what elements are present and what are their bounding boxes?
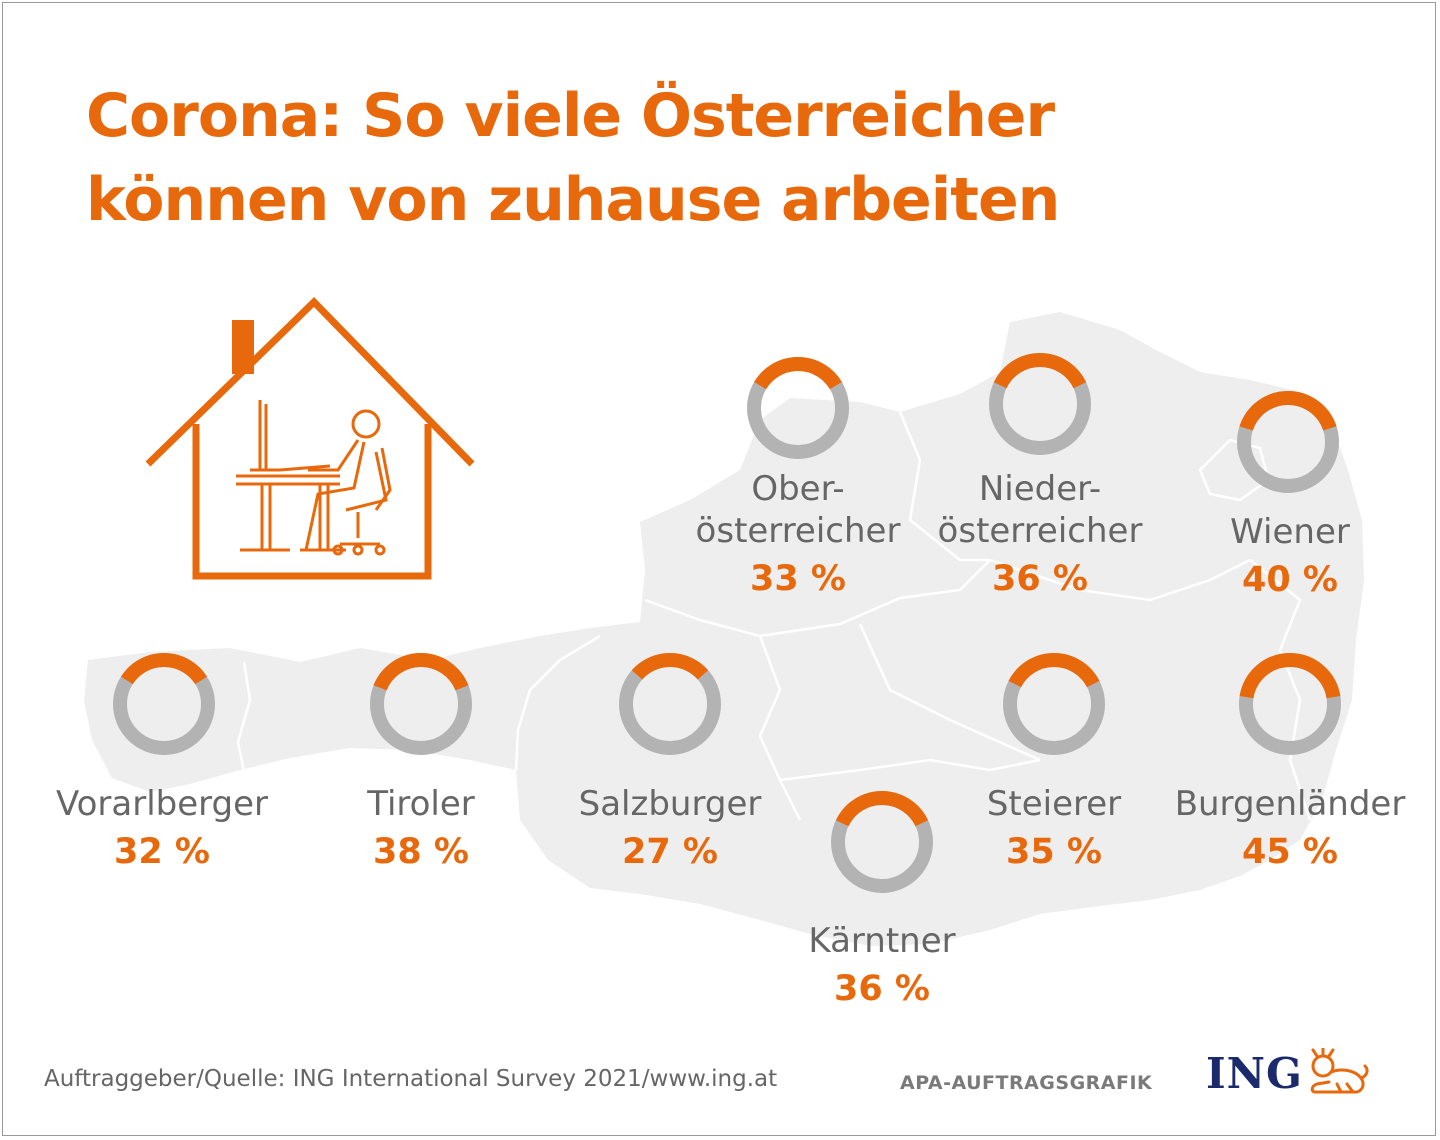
donut-slice-kärntner xyxy=(835,791,929,827)
donut-slice-steierer xyxy=(1008,653,1100,688)
region-label-niederösterreicher: österreicher xyxy=(938,511,1143,551)
map-borders xyxy=(236,411,1312,821)
house-home-office-icon xyxy=(145,297,475,580)
region-label-oberösterreicher: Ober- xyxy=(751,469,844,509)
region-value-kärntner: 36 % xyxy=(834,969,930,1009)
donut-slice-oberösterreicher xyxy=(754,357,842,390)
austria-map-shape xyxy=(84,312,1364,946)
region-value-tiroler: 38 % xyxy=(373,832,469,872)
ing-logo-text: ING xyxy=(1206,1048,1303,1098)
region-value-burgenländer: 45 % xyxy=(1242,832,1338,872)
region-value-steierer: 35 % xyxy=(1006,832,1102,872)
apa-credit: APA-AUFTRAGSGRAFIK xyxy=(900,1072,1153,1094)
source-note: Auftraggeber/Quelle: ING International S… xyxy=(44,1066,778,1092)
donut-slice-salzburger xyxy=(631,653,709,680)
region-label-niederösterreicher: Nieder- xyxy=(979,469,1101,509)
ing-lion-icon xyxy=(1310,1048,1369,1094)
region-value-oberösterreicher: 33 % xyxy=(750,559,846,599)
donut-group xyxy=(113,353,1341,893)
region-value-wiener: 40 % xyxy=(1242,560,1338,600)
ing-logo: ING xyxy=(1206,1048,1373,1098)
region-value-salzburger: 27 % xyxy=(622,832,718,872)
donut-slice-vorarlberger xyxy=(120,653,208,685)
region-labels: Ober-österreicher 33 % Nieder-österreicher… xyxy=(56,469,1405,1009)
region-label-steierer: Steierer xyxy=(987,784,1121,824)
region-label-salzburger: Salzburger xyxy=(579,784,762,824)
donut-slice-tiroler xyxy=(373,653,469,691)
page-title: Corona: So viele Österreicher können von… xyxy=(86,74,1060,242)
region-label-kärntner: Kärntner xyxy=(808,921,955,961)
title-line-1: Corona: So viele Österreicher xyxy=(86,81,1055,151)
region-label-vorarlberger: Vorarlberger xyxy=(56,784,268,824)
donut-slice-niederösterreicher xyxy=(993,353,1087,389)
region-value-niederösterreicher: 36 % xyxy=(992,559,1088,599)
title-line-2: können von zuhause arbeiten xyxy=(86,165,1060,235)
region-label-oberösterreicher: österreicher xyxy=(696,511,901,551)
donut-slice-burgenländer xyxy=(1239,653,1341,699)
region-value-vorarlberger: 32 % xyxy=(114,832,210,872)
donut-slice-wiener xyxy=(1239,391,1337,431)
region-label-wiener: Wiener xyxy=(1230,512,1350,552)
region-label-burgenländer: Burgenländer xyxy=(1175,784,1406,824)
region-label-tiroler: Tiroler xyxy=(366,784,475,824)
